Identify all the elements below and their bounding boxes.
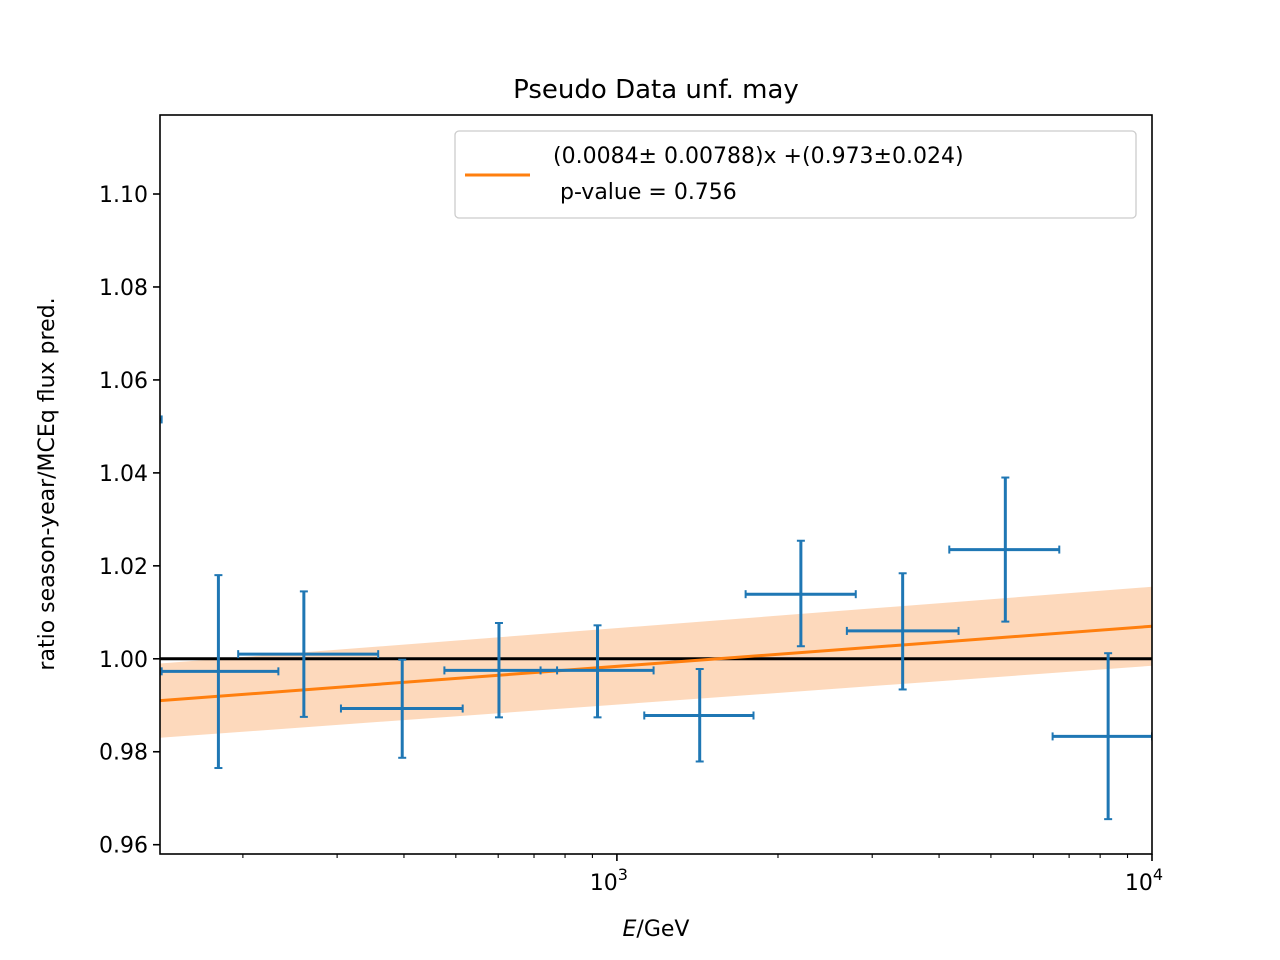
plot-frame (159, 114, 1153, 855)
legend-box (454, 130, 1137, 219)
y-tick-label: 1.10 (99, 183, 148, 208)
data-point-7 (744, 539, 857, 648)
y-tick-label: 1.04 (99, 462, 148, 487)
y-tick-label: 1.00 (99, 648, 148, 673)
y-tick-label: 1.02 (99, 555, 148, 580)
data-point-11 (160, 415, 163, 424)
legend: (0.0084± 0.00788)x +(0.973±0.024) p-valu… (454, 130, 1137, 219)
data-point-2 (237, 590, 380, 718)
fit-line (160, 624, 1152, 703)
data-point-3 (339, 658, 464, 759)
data-point-1 (160, 574, 280, 770)
data-point-4 (443, 622, 559, 719)
data-point-6 (643, 668, 755, 763)
x-axis-label-variable: E (623, 917, 637, 942)
data-point-9 (948, 476, 1061, 623)
x-axis: 103 104 (242, 854, 1163, 896)
data-point-10 (1051, 652, 1152, 821)
x-tick-label: 104 (1125, 865, 1163, 896)
legend-pvalue-label: p-value = 0.756 (553, 180, 737, 205)
data-point-8 (845, 572, 960, 691)
chart-title: Pseudo Data unf. may (513, 75, 799, 105)
y-axis: 0.96 0.98 1.00 1.02 1.04 1.06 1.08 1.10 (99, 183, 160, 859)
plot-area (160, 415, 1152, 821)
legend-fit-label: (0.0084± 0.00788)x +(0.973±0.024) (553, 144, 964, 169)
x-tick-label: 103 (590, 865, 628, 896)
y-tick-label: 1.06 (99, 369, 148, 394)
data-point-5 (539, 624, 655, 719)
x-axis-label-unit: /GeV (636, 917, 689, 942)
y-tick-label: 0.96 (99, 834, 148, 859)
x-axis-label: E/GeV (623, 917, 690, 942)
y-axis-label: ratio season-year/MCEq flux pred. (35, 297, 60, 670)
y-tick-label: 1.08 (99, 276, 148, 301)
y-tick-label: 0.98 (99, 741, 148, 766)
